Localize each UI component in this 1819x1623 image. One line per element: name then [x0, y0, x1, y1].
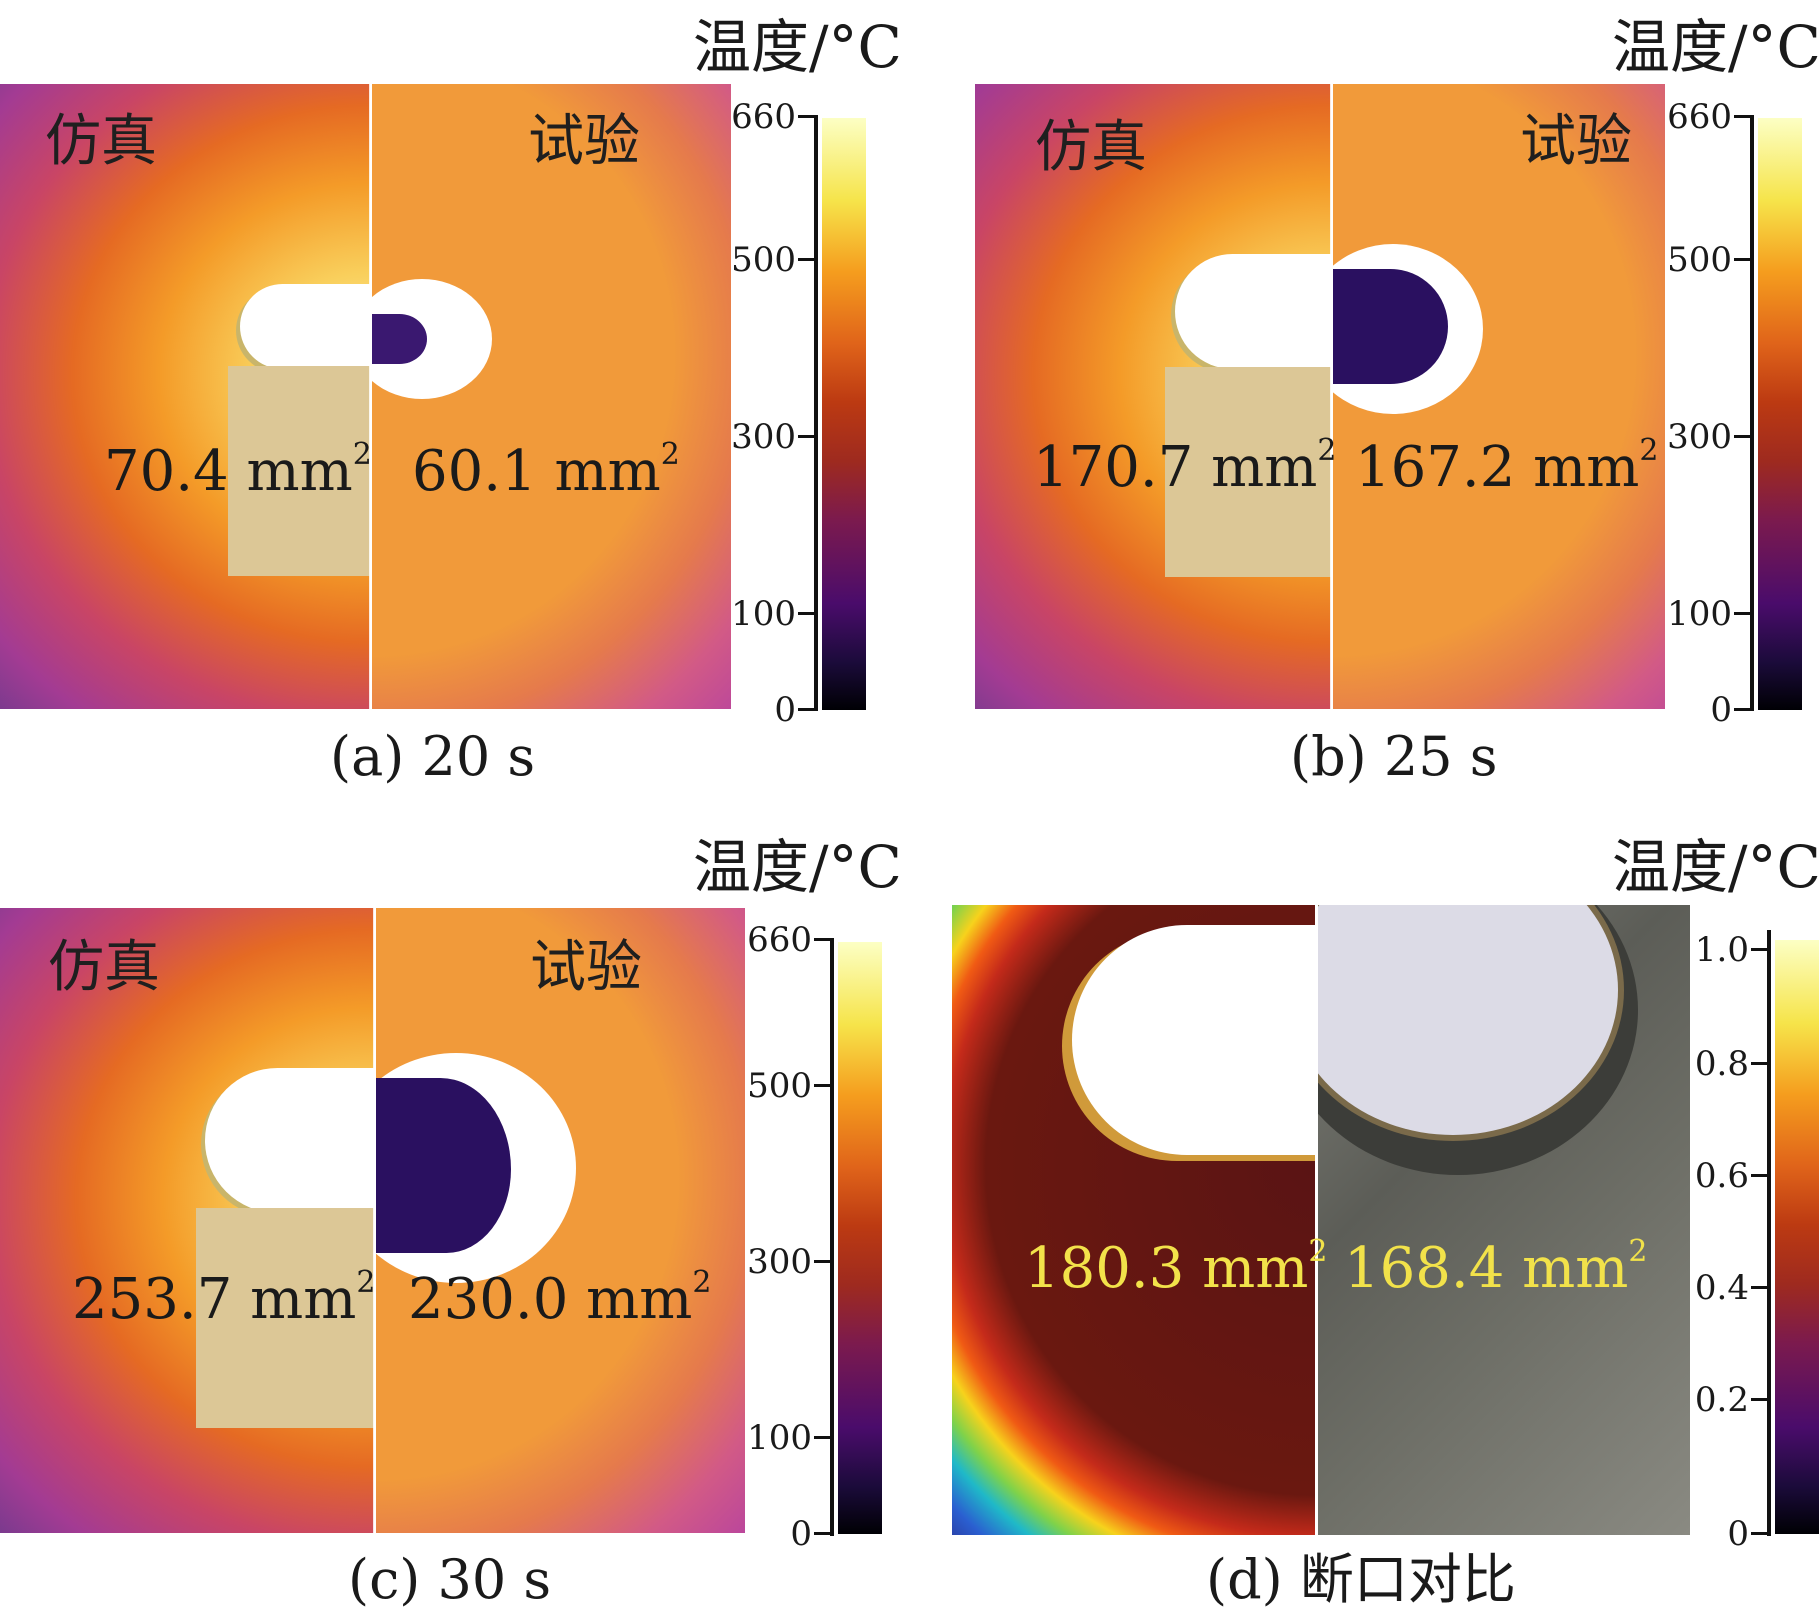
- caption-a: (a) 20 s: [330, 725, 536, 788]
- unit-label-b: 温度/°C: [1612, 13, 1819, 81]
- tick-label-d-2: 0.6: [1694, 1156, 1749, 1196]
- crack-sim-b: [1175, 254, 1331, 369]
- tick-label-c-0: 660: [747, 920, 812, 960]
- tick-label-c-1: 500: [747, 1066, 812, 1106]
- area-sim-a: 70.4 mm2: [104, 437, 372, 504]
- tick-label-b-0: 660: [1667, 97, 1732, 137]
- tick-label-a-1: 500: [731, 240, 796, 280]
- area-sim-c: 253.7 mm2: [72, 1265, 376, 1332]
- colorbar-c: [838, 942, 882, 1534]
- divider-b: [1330, 84, 1333, 709]
- tick-label-b-3: 100: [1667, 594, 1732, 634]
- divider-c: [373, 908, 376, 1533]
- tick-label-a-3: 100: [731, 594, 796, 634]
- tick-b-4: [1734, 708, 1750, 711]
- tick-a-3: [798, 612, 814, 615]
- tick-c-2: [814, 1260, 830, 1263]
- tick-label-d-1: 0.8: [1694, 1044, 1749, 1084]
- tick-a-2: [798, 435, 814, 438]
- label-exp-b: 试验: [1520, 109, 1632, 174]
- panel-b-exp-half: [1333, 84, 1665, 709]
- tick-c-4: [814, 1532, 830, 1535]
- caption-b: (b) 25 s: [1290, 725, 1498, 788]
- crack-sim-c: [205, 1068, 374, 1213]
- panel-b-sim-half: [975, 84, 1331, 709]
- colorbar-b: [1758, 118, 1802, 710]
- colorbar-axis-b: [1750, 115, 1754, 711]
- unit-label-c: 温度/°C: [693, 833, 902, 901]
- area-sim-d: 180.3 mm2: [1024, 1234, 1328, 1301]
- label-exp-a: 试验: [528, 109, 640, 174]
- tick-label-b-4: 0: [1710, 690, 1732, 730]
- fracture-zone-sim-c: [196, 1208, 374, 1428]
- panel-c-image: 仿真 试验 253.7 mm2 230.0 mm2: [0, 908, 745, 1533]
- panel-a-image: 仿真 试验 70.4 mm2 60.1 mm2: [0, 84, 731, 709]
- area-exp-b: 167.2 mm2: [1355, 433, 1659, 500]
- tick-label-d-5: 0: [1727, 1514, 1749, 1554]
- label-sim-a: 仿真: [45, 109, 157, 174]
- tick-b-1: [1734, 258, 1750, 261]
- fracture-zone-sim-b: [1165, 367, 1331, 577]
- tick-c-1: [814, 1084, 830, 1087]
- fracture-zone-sim-a: [228, 366, 370, 576]
- colorbar-a: [822, 118, 866, 710]
- tick-a-1: [798, 258, 814, 261]
- colorbar-axis-a: [814, 115, 818, 711]
- tick-d-1: [1751, 1062, 1767, 1065]
- tick-label-b-2: 300: [1667, 417, 1732, 457]
- tick-d-4: [1751, 1398, 1767, 1401]
- crack-exp-a: [372, 314, 427, 364]
- crack-exp-c: [376, 1078, 511, 1253]
- area-exp-c: 230.0 mm2: [408, 1265, 712, 1332]
- crack-exp-b: [1333, 269, 1448, 384]
- tick-b-0: [1734, 115, 1750, 118]
- tick-label-a-4: 0: [774, 690, 796, 730]
- tick-label-d-4: 0.2: [1694, 1380, 1749, 1420]
- area-sim-b: 170.7 mm2: [1033, 433, 1337, 500]
- label-exp-c: 试验: [530, 935, 642, 1000]
- tick-d-0: [1751, 948, 1767, 951]
- area-exp-a: 60.1 mm2: [412, 437, 680, 504]
- colorbar-axis-d: [1767, 930, 1771, 1536]
- panel-d-exp-half: [1318, 905, 1690, 1535]
- panel-b-image: 仿真 试验 170.7 mm2 167.2 mm2: [975, 84, 1665, 709]
- tick-label-c-3: 100: [747, 1418, 812, 1458]
- tick-label-d-3: 0.4: [1694, 1268, 1749, 1308]
- unit-label-a: 温度/°C: [693, 13, 902, 81]
- panel-d-image: 180.3 mm2 168.4 mm2: [952, 905, 1690, 1535]
- panel-c-exp-half: [376, 908, 745, 1533]
- tick-label-a-2: 300: [731, 417, 796, 457]
- colorbar-d: [1775, 940, 1819, 1534]
- divider-a: [369, 84, 372, 709]
- tick-c-0: [814, 938, 830, 941]
- tick-d-2: [1751, 1174, 1767, 1177]
- tick-a-0: [798, 115, 814, 118]
- panel-c-sim-half: [0, 908, 374, 1533]
- tick-label-d-0: 1.0: [1694, 930, 1749, 970]
- tick-b-3: [1734, 612, 1750, 615]
- tick-label-b-1: 500: [1667, 240, 1732, 280]
- colorbar-axis-c: [830, 938, 834, 1536]
- panel-d-sim-half: [952, 905, 1316, 1535]
- tick-label-a-0: 660: [731, 97, 796, 137]
- area-exp-d: 168.4 mm2: [1344, 1234, 1648, 1301]
- tick-label-c-4: 0: [790, 1514, 812, 1554]
- tick-d-5: [1751, 1532, 1767, 1535]
- caption-c: (c) 30 s: [348, 1548, 552, 1611]
- caption-d: (d) 断口对比: [1206, 1548, 1516, 1611]
- panel-a-exp-half: [372, 84, 731, 709]
- tick-d-3: [1751, 1286, 1767, 1289]
- label-sim-c: 仿真: [48, 935, 160, 1000]
- panel-a-sim-half: [0, 84, 370, 709]
- crack-sim-a: [240, 284, 370, 369]
- unit-label-d: 温度/°C: [1612, 833, 1819, 901]
- tick-c-3: [814, 1436, 830, 1439]
- tick-a-4: [798, 708, 814, 711]
- divider-d: [1315, 905, 1318, 1535]
- label-sim-b: 仿真: [1035, 115, 1147, 180]
- crack-sim-d: [1072, 925, 1316, 1155]
- tick-label-c-2: 300: [747, 1242, 812, 1282]
- tick-b-2: [1734, 435, 1750, 438]
